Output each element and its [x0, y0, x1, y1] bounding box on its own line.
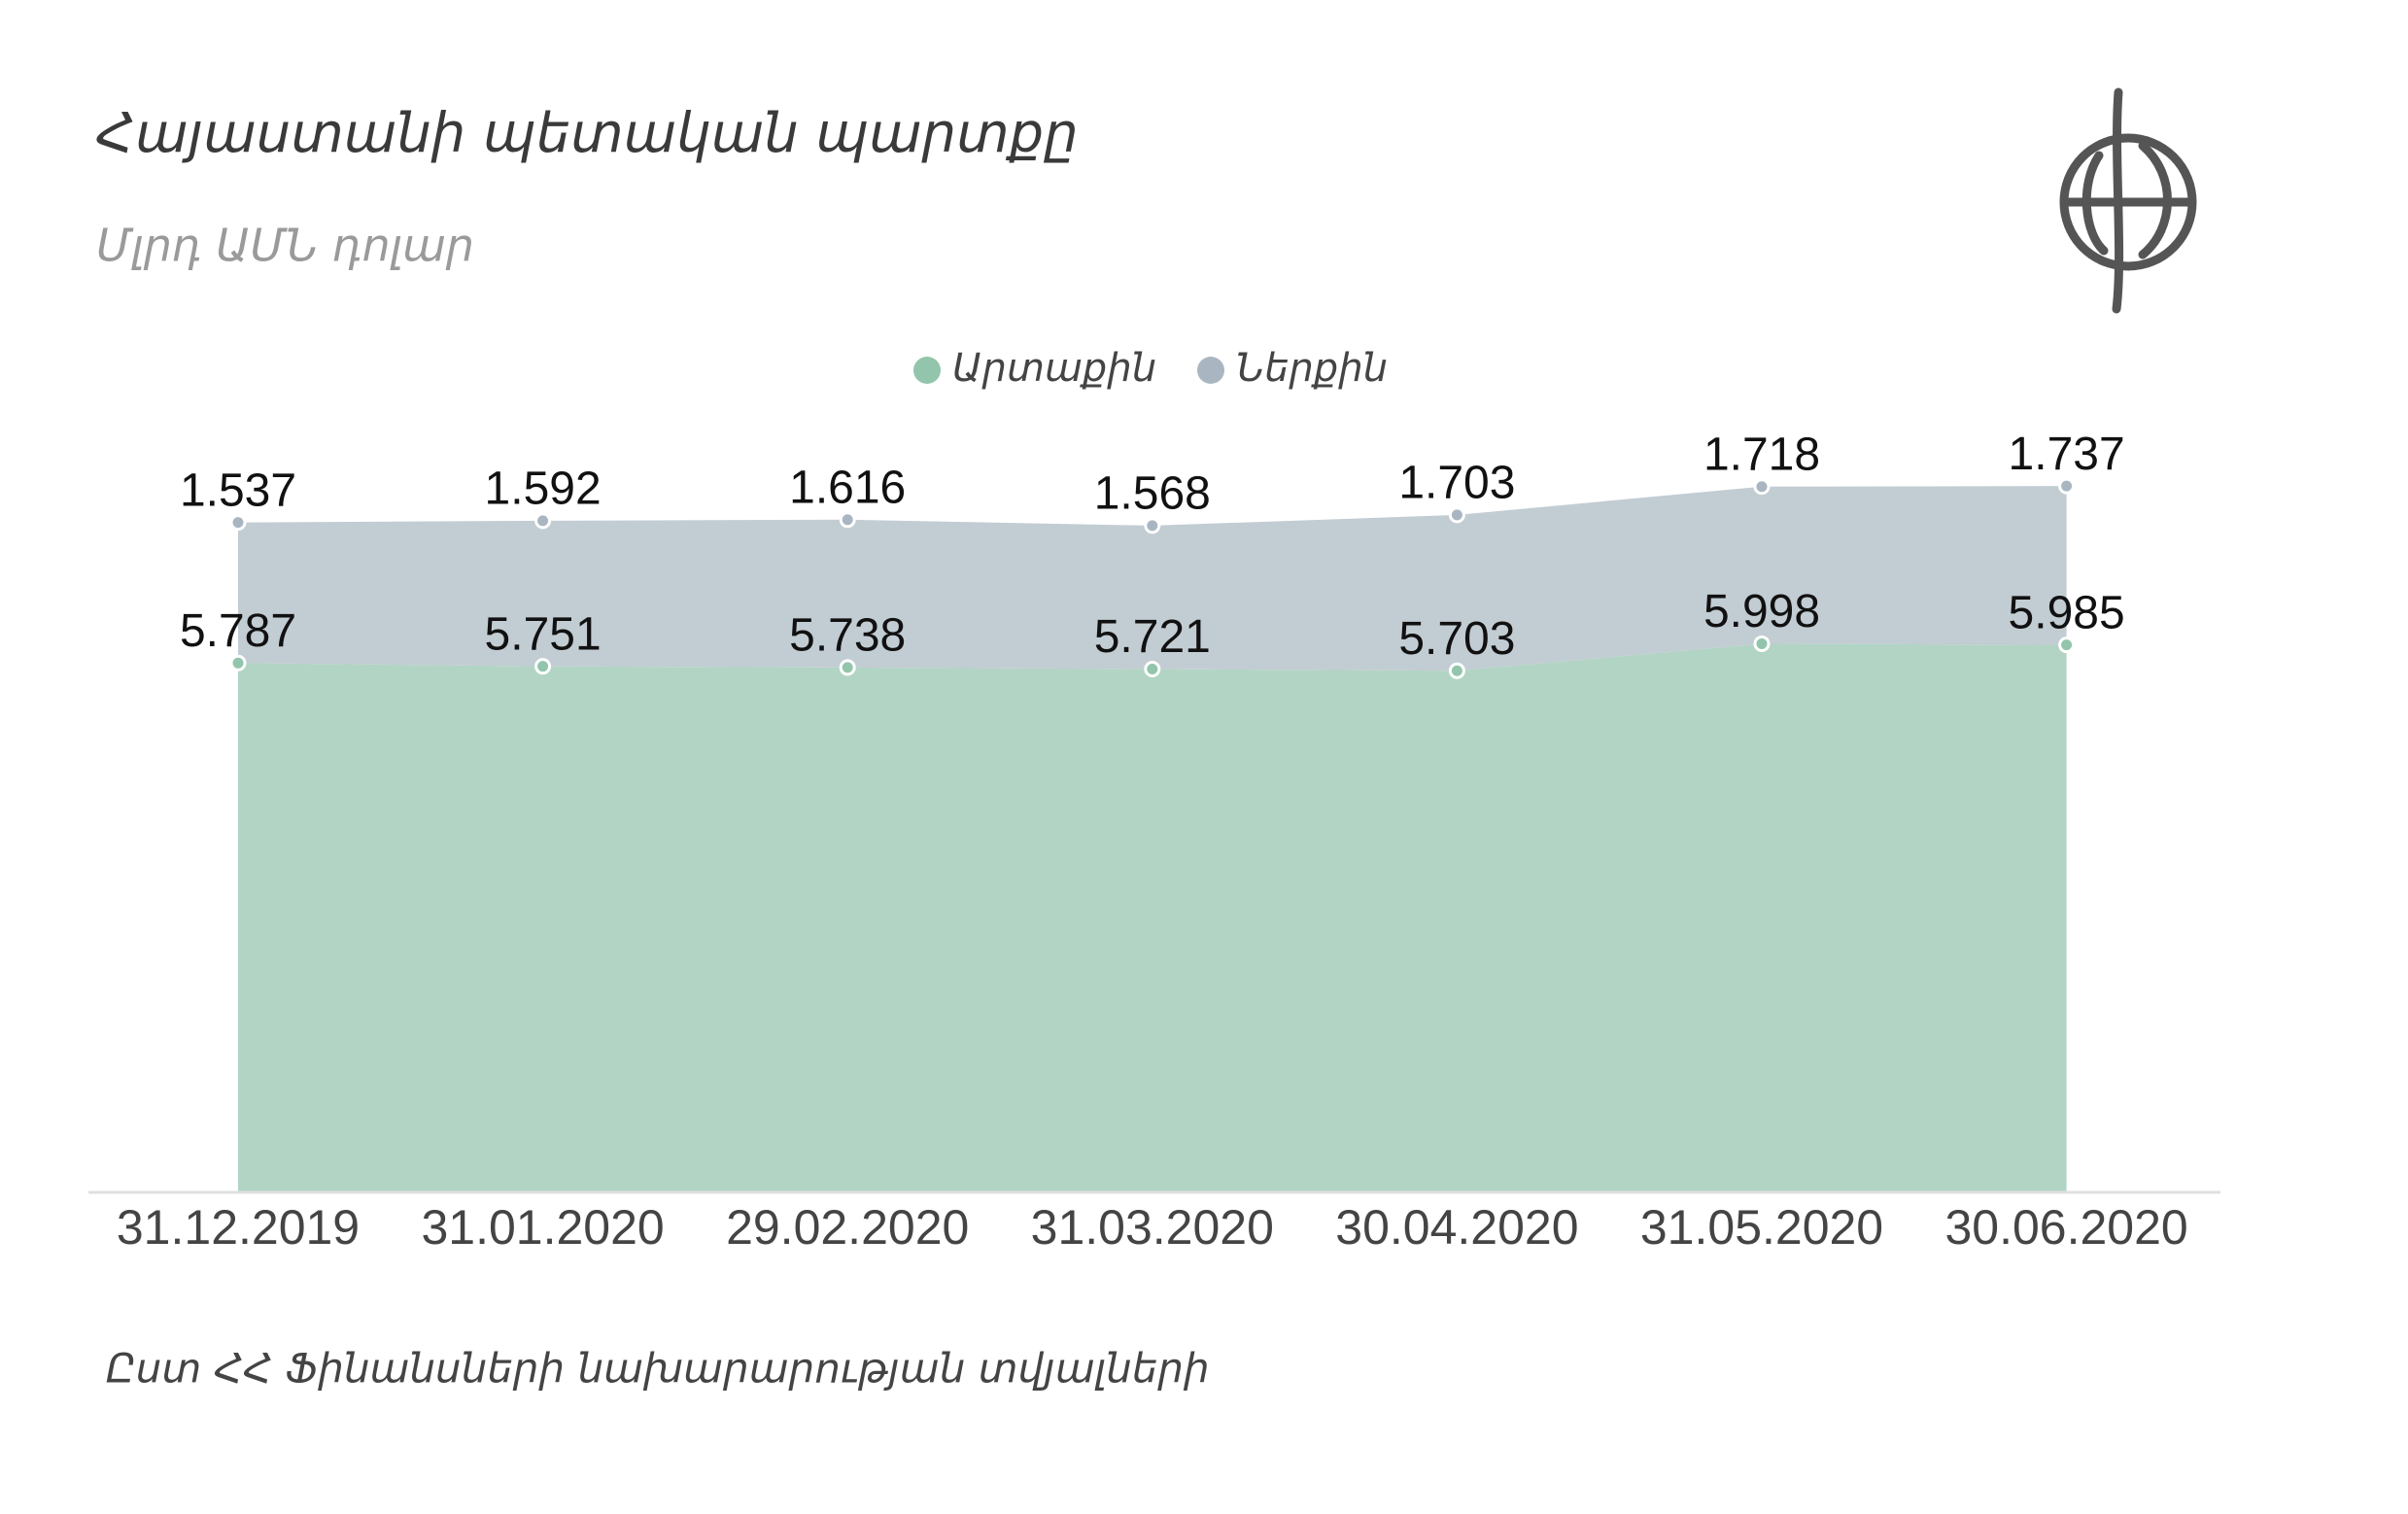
data-label: 5.998 — [1703, 586, 1820, 637]
data-label: 1.737 — [2009, 429, 2125, 480]
data-label: 1.592 — [485, 464, 602, 515]
point — [1144, 517, 1161, 534]
point — [229, 654, 247, 671]
point — [1448, 506, 1465, 524]
logo — [2059, 87, 2197, 314]
data-label: 5.703 — [1398, 613, 1515, 665]
data-label: 5.751 — [485, 608, 602, 660]
x-tick-label: 31.03.2020 — [1031, 1200, 1274, 1255]
legend-swatch — [1197, 357, 1224, 384]
data-label: 1.616 — [789, 462, 906, 513]
x-tick-label: 30.06.2020 — [1944, 1200, 2187, 1255]
point — [839, 511, 856, 529]
point — [1753, 635, 1771, 652]
data-label: 1.718 — [1703, 429, 1820, 480]
data-label: 1.703 — [1398, 458, 1515, 509]
point — [2058, 477, 2076, 495]
legend-swatch — [913, 357, 941, 384]
x-tick-label: 29.02.2020 — [726, 1200, 969, 1255]
chart-subtitle: Մլրդ ԱՄՆ դոլար — [96, 220, 474, 272]
chart-title: Հայաստանի պետական պարտքը — [96, 102, 1079, 165]
point — [1144, 661, 1161, 678]
point — [1753, 478, 1771, 496]
point — [534, 658, 552, 675]
point — [839, 659, 856, 676]
point — [1448, 662, 1465, 679]
data-label: 5.985 — [2009, 587, 2125, 638]
legend-label: Ներքին — [1236, 346, 1388, 391]
source-note: Ըստ ՀՀ Ֆինանսների նախարարության տվյալներ… — [106, 1345, 1210, 1393]
x-tick-label: 30.04.2020 — [1335, 1200, 1578, 1255]
x-tick-label: 31.01.2020 — [421, 1200, 664, 1255]
area — [238, 643, 2067, 1192]
legend-label: Արտաքին — [952, 346, 1156, 391]
x-tick-label: 31.05.2020 — [1640, 1200, 1883, 1255]
data-label: 5.787 — [180, 605, 296, 657]
data-label: 5.721 — [1094, 611, 1211, 663]
area — [238, 486, 2067, 671]
data-label: 5.738 — [789, 610, 906, 662]
data-label: 1.568 — [1094, 468, 1211, 520]
point — [2058, 637, 2076, 654]
point — [534, 512, 552, 530]
x-tick-label: 31.12.2019 — [117, 1200, 360, 1255]
point — [229, 514, 247, 532]
data-label: 1.537 — [180, 465, 296, 516]
